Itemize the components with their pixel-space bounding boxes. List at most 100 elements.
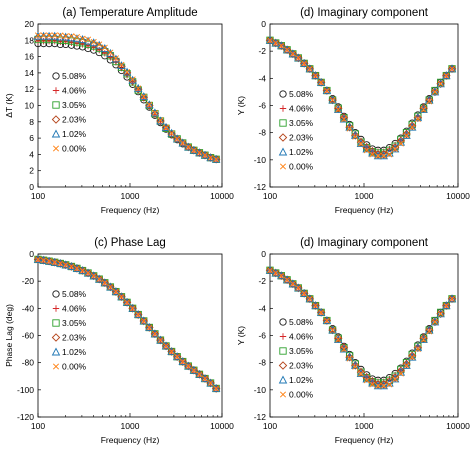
y-tick-label: 0 (261, 19, 266, 29)
data-point (46, 32, 53, 39)
series-1.02% (33, 31, 221, 163)
data-point (190, 147, 197, 154)
data-point (33, 31, 43, 40)
legend-label: 5.08% (62, 71, 87, 81)
data-point (295, 284, 302, 291)
data-point (369, 381, 376, 388)
legend-label: 1.02% (62, 129, 87, 139)
x-tick-label: 1000 (121, 191, 140, 201)
y-tick-label: -2 (258, 46, 266, 56)
data-point (447, 64, 457, 74)
legend-marker (51, 115, 61, 124)
data-point (318, 309, 325, 316)
data-point (62, 261, 69, 268)
data-point (146, 324, 153, 331)
y-tick-label: -4 (258, 73, 266, 83)
data-point (206, 153, 215, 162)
data-point (277, 41, 286, 50)
data-point (196, 371, 203, 378)
legend-label: 3.05% (289, 118, 314, 128)
data-point (150, 109, 160, 118)
y-tick-label: 4 (29, 149, 34, 159)
data-point (299, 289, 309, 298)
data-point (128, 304, 137, 313)
y-tick-label: 6 (29, 133, 34, 143)
y-tick-label: -12 (254, 412, 267, 422)
data-point (437, 310, 444, 317)
data-point (178, 357, 187, 366)
data-point (284, 46, 291, 53)
data-point (68, 33, 75, 40)
data-point (111, 287, 121, 296)
data-point (386, 151, 393, 158)
data-point (167, 129, 176, 139)
data-point (168, 130, 175, 137)
data-point (402, 130, 411, 139)
legend-label: 5.08% (62, 289, 87, 299)
data-point (390, 374, 400, 383)
data-point (306, 295, 313, 302)
data-point (57, 260, 64, 267)
data-point (430, 317, 440, 326)
y-tick-label: 0 (261, 249, 266, 259)
data-point (139, 93, 148, 102)
data-point (201, 152, 209, 159)
data-point (40, 257, 47, 264)
data-point (68, 263, 75, 270)
legend-marker (52, 72, 60, 80)
data-point (129, 76, 136, 83)
data-point (161, 123, 171, 131)
data-point (161, 341, 171, 351)
data-point (161, 123, 171, 132)
data-point (61, 32, 70, 41)
y-tick-label: -8 (258, 128, 266, 138)
legend-marker (52, 87, 60, 94)
data-point (161, 341, 171, 350)
data-point (447, 64, 457, 73)
series-0.00% (34, 256, 220, 392)
legend-marker (52, 305, 60, 312)
data-point (323, 87, 330, 94)
data-point (265, 35, 275, 44)
data-point (442, 71, 451, 80)
data-point (375, 382, 382, 389)
data-point (156, 116, 165, 125)
data-point (117, 62, 126, 71)
data-point (305, 64, 315, 74)
legend-marker (279, 333, 287, 340)
data-point (145, 323, 154, 332)
data-point (90, 38, 97, 45)
data-point (145, 323, 154, 331)
data-point (195, 148, 204, 157)
data-point (34, 256, 42, 263)
data-point (73, 265, 80, 272)
data-point (44, 31, 54, 40)
y-tick-label: -2 (258, 276, 266, 286)
data-point (356, 369, 366, 377)
data-point (200, 374, 210, 383)
data-point (419, 105, 428, 114)
x-tick-label: 100 (263, 421, 277, 431)
data-point (101, 44, 108, 51)
subplot-4: (d) Imaginary component0-2-4-6-8-10-1210… (236, 237, 470, 445)
data-point (157, 117, 164, 124)
legend-label: 1.02% (289, 147, 314, 157)
data-point (111, 55, 121, 65)
data-point (189, 365, 199, 374)
data-point (61, 260, 70, 269)
data-point (135, 311, 142, 318)
data-point (380, 152, 387, 159)
data-point (385, 147, 394, 156)
data-point (397, 140, 404, 147)
data-point (340, 346, 347, 353)
series-0.00% (266, 37, 456, 159)
legend: 5.08% 4.06% 3.05% 2.03% 1.02% 0.00% (51, 289, 87, 372)
legend-label: 0.00% (289, 390, 314, 400)
legend-marker (279, 105, 287, 112)
data-point (420, 336, 427, 343)
data-point (288, 49, 298, 58)
legend-label: 5.08% (289, 89, 314, 99)
data-point (436, 308, 445, 317)
data-point (172, 352, 182, 361)
